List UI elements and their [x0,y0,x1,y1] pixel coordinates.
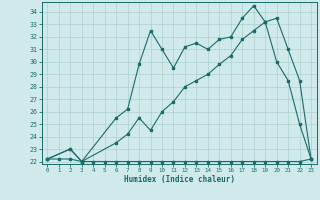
X-axis label: Humidex (Indice chaleur): Humidex (Indice chaleur) [124,175,235,184]
